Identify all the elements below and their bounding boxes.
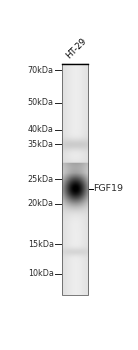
- Text: 70kDa: 70kDa: [28, 66, 54, 75]
- Text: 20kDa: 20kDa: [28, 199, 54, 208]
- Text: 35kDa: 35kDa: [28, 140, 54, 149]
- Text: HT-29: HT-29: [64, 37, 88, 61]
- Text: FGF19: FGF19: [93, 184, 123, 194]
- Text: 15kDa: 15kDa: [28, 240, 54, 248]
- Text: 40kDa: 40kDa: [28, 125, 54, 134]
- Text: 25kDa: 25kDa: [28, 175, 54, 184]
- Text: 50kDa: 50kDa: [28, 98, 54, 107]
- Bar: [62, 64, 88, 295]
- Text: 10kDa: 10kDa: [28, 269, 54, 278]
